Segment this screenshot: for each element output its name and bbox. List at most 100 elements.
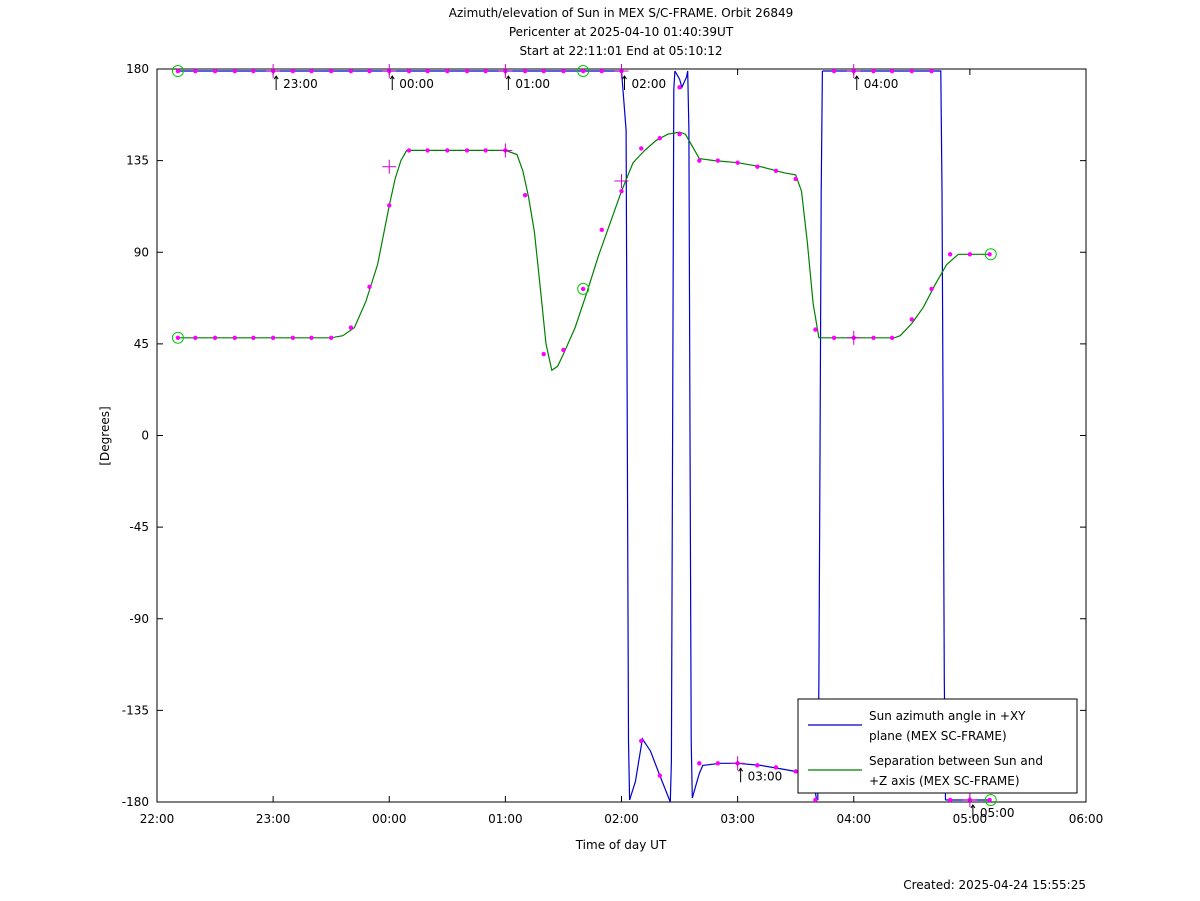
y-tick-label: 135 <box>126 154 149 168</box>
azimuth-series-line <box>177 70 631 801</box>
x-tick-label: 22:00 <box>140 812 175 826</box>
sample-marker <box>464 68 470 74</box>
hour-marker <box>498 143 513 158</box>
sample-marker <box>445 148 450 153</box>
y-tick-label: 45 <box>134 337 149 351</box>
hour-marker <box>382 159 397 174</box>
sample-marker <box>367 284 372 290</box>
x-tick-label: 03:00 <box>720 812 755 826</box>
start-end-marker <box>984 248 997 261</box>
x-tick-label: 02:00 <box>604 812 639 826</box>
annotation-arrow-head <box>273 75 279 80</box>
sample-marker <box>947 797 953 803</box>
time-annotation: 23:00 <box>273 75 318 91</box>
legend-box <box>797 698 1078 794</box>
sample-marker <box>580 68 586 74</box>
sample-marker <box>909 68 915 74</box>
chart-title-line: Pericenter at 2025-04-10 01:40:39UT <box>509 25 734 39</box>
sample-marker <box>541 351 546 357</box>
sample-marker <box>212 68 218 74</box>
sample-marker <box>367 68 372 74</box>
sample-marker <box>889 68 895 74</box>
hour-marker <box>846 64 861 79</box>
azimuth-series-line <box>629 70 676 802</box>
sample-marker <box>871 68 876 74</box>
sample-marker <box>929 286 934 292</box>
sample-marker <box>561 68 566 74</box>
y-tick-label: -45 <box>129 520 149 534</box>
hour-marker <box>962 792 977 807</box>
annotation-arrow-head <box>970 804 976 809</box>
time-annotation: 04:00 <box>854 75 899 91</box>
y-tick-label: -90 <box>129 612 149 626</box>
sample-marker <box>735 160 740 165</box>
y-tick-label: 0 <box>141 429 149 443</box>
annotation-arrow-head <box>854 75 860 80</box>
y-tick-label: 180 <box>126 62 149 76</box>
sample-marker <box>175 335 181 340</box>
sample-marker <box>328 335 334 340</box>
sample-marker <box>464 148 470 153</box>
sample-marker <box>715 761 721 766</box>
x-axis-label: Time of day UT <box>575 838 667 852</box>
sample-marker <box>425 148 430 153</box>
sample-marker <box>697 158 702 163</box>
sample-marker <box>193 68 198 74</box>
sample-marker <box>619 188 624 194</box>
y-axis-label: [Degrees] <box>98 406 112 465</box>
time-annotation: 01:00 <box>505 75 550 91</box>
sample-marker <box>677 131 682 137</box>
sample-marker <box>193 335 198 340</box>
sample-marker <box>773 168 779 174</box>
sample-marker <box>348 325 354 330</box>
y-tick-label: -180 <box>122 795 149 809</box>
sample-marker <box>232 335 238 340</box>
time-annotation: 02:00 <box>622 75 667 91</box>
sample-marker <box>715 158 721 163</box>
sample-marker <box>831 68 837 74</box>
sample-marker <box>232 68 238 74</box>
azimuth-series-line <box>674 70 693 798</box>
sample-marker <box>871 335 876 340</box>
sample-marker <box>251 68 256 74</box>
azimuth-series-line <box>822 70 947 801</box>
x-tick-label: 06:00 <box>1069 812 1104 826</box>
x-tick-label: 00:00 <box>372 812 407 826</box>
legend-entry-label: plane (MEX SC-FRAME) <box>869 729 1007 743</box>
sample-marker <box>212 335 218 340</box>
sample-marker <box>657 136 663 141</box>
sample-marker <box>251 335 256 340</box>
sample-marker <box>697 761 702 766</box>
sample-marker <box>309 68 314 74</box>
sample-marker <box>813 797 818 803</box>
start-end-marker <box>577 65 590 78</box>
sample-marker <box>406 68 412 74</box>
hour-marker <box>846 330 861 345</box>
sample-marker <box>445 68 450 74</box>
annotation-label: 23:00 <box>283 77 318 91</box>
sample-marker <box>599 227 604 233</box>
annotation-label: 02:00 <box>632 77 667 91</box>
legend-entry-label: +Z axis (MEX SC-FRAME) <box>869 774 1020 788</box>
marker-layer <box>171 64 997 807</box>
y-tick-label: -135 <box>122 703 149 717</box>
sample-marker <box>522 193 528 198</box>
annotation-arrow-head <box>738 767 744 772</box>
chart-title-line: Azimuth/elevation of Sun in MEX S/C-FRAM… <box>449 6 794 20</box>
hour-marker <box>614 173 629 188</box>
annotation-label: 05:00 <box>980 806 1015 820</box>
annotation-label: 04:00 <box>864 77 899 91</box>
sample-marker <box>580 286 586 292</box>
sample-marker <box>599 68 604 74</box>
sample-marker <box>677 85 682 90</box>
start-end-marker <box>171 65 184 78</box>
sample-marker <box>639 146 644 151</box>
sample-marker <box>657 773 663 778</box>
hour-marker <box>730 756 745 771</box>
chart-title: Azimuth/elevation of Sun in MEX S/C-FRAM… <box>449 6 794 58</box>
sample-marker <box>909 317 915 322</box>
sample-marker <box>793 176 798 182</box>
sample-marker <box>541 68 546 74</box>
sample-marker <box>175 68 181 74</box>
